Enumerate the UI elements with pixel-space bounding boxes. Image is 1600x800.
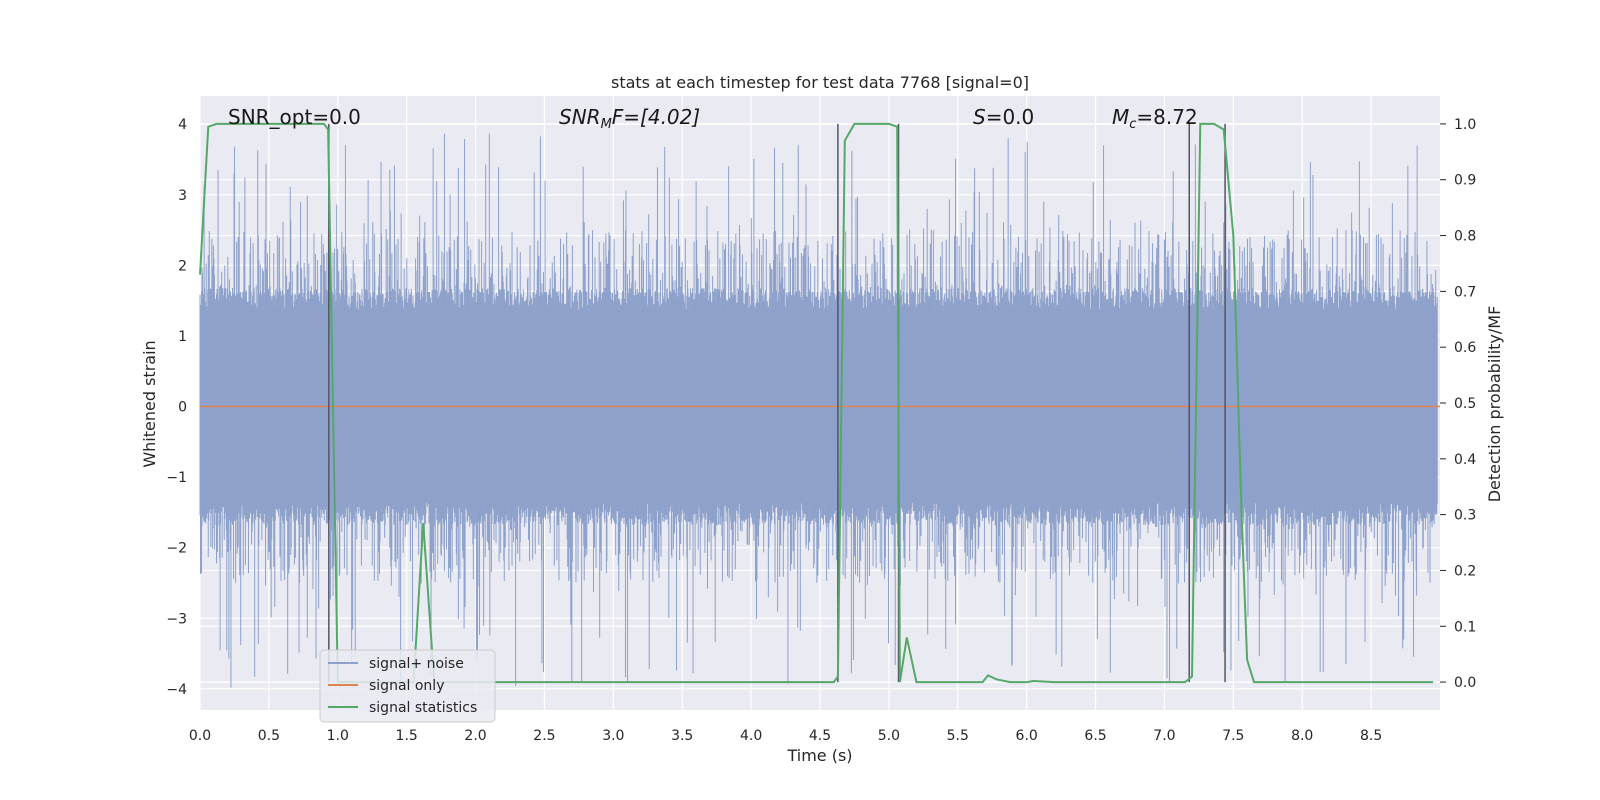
y-right-tick-10: 0.0 bbox=[1454, 675, 1476, 691]
x-tick-3: 1.5 bbox=[396, 728, 418, 744]
x-tick-9: 4.5 bbox=[809, 728, 831, 744]
annotation-s: S=0.0 bbox=[973, 105, 1034, 129]
y-tick-8: −4 bbox=[166, 682, 187, 698]
x-tick-0: 0.0 bbox=[189, 728, 211, 744]
chart-title: stats at each timestep for test data 776… bbox=[611, 73, 1029, 92]
x-axis-label: Time (s) bbox=[786, 746, 852, 765]
y-tick-6: −2 bbox=[166, 541, 187, 557]
y-right-tick-2: 0.8 bbox=[1454, 229, 1476, 245]
y-right-tick-labels: 1.0 0.9 0.8 0.7 0.6 0.5 0.4 0.3 0.2 0.1 0.0 bbox=[1440, 117, 1476, 691]
mc-rest: =8.72 bbox=[1136, 105, 1197, 129]
y-tick-2: 2 bbox=[178, 258, 187, 274]
x-tick-8: 4.0 bbox=[740, 728, 762, 744]
snr-mf-main: SNR bbox=[559, 105, 601, 129]
y-tick-0: 4 bbox=[178, 117, 187, 133]
y-tick-7: −3 bbox=[166, 611, 187, 627]
x-tick-6: 3.0 bbox=[602, 728, 624, 744]
y-right-tick-9: 0.1 bbox=[1454, 619, 1476, 635]
y-right-tick-8: 0.2 bbox=[1454, 563, 1476, 579]
x-tick-1: 0.5 bbox=[258, 728, 280, 744]
x-tick-17: 8.5 bbox=[1360, 728, 1382, 744]
signal-noise-trace bbox=[199, 133, 1438, 688]
y-tick-labels: 4 3 2 1 0 −1 −2 −3 −4 bbox=[166, 117, 187, 698]
s-rest: =0.0 bbox=[986, 105, 1035, 129]
series-signal-noise bbox=[199, 133, 1438, 688]
annotation-snr-opt: SNR_opt=0.0 bbox=[228, 105, 361, 129]
annotation-snr-mf: SNRMF=[4.02] bbox=[559, 105, 700, 132]
annotation-mc: Mc=8.72 bbox=[1112, 105, 1198, 132]
legend-box bbox=[319, 649, 496, 723]
y-tick-5: −1 bbox=[166, 470, 187, 486]
x-tick-10: 5.0 bbox=[878, 728, 900, 744]
legend: signal+ noise signal only signal statist… bbox=[319, 649, 496, 723]
x-tick-4: 2.0 bbox=[464, 728, 486, 744]
legend-label-signal-only: signal only bbox=[369, 678, 444, 694]
x-tick-7: 3.5 bbox=[671, 728, 693, 744]
x-tick-12: 6.0 bbox=[1016, 728, 1038, 744]
y-right-tick-3: 0.7 bbox=[1454, 284, 1476, 300]
s-main: S bbox=[973, 105, 986, 129]
y-right-tick-7: 0.3 bbox=[1454, 508, 1476, 524]
x-tick-14: 7.0 bbox=[1153, 728, 1175, 744]
y-tick-4: 0 bbox=[178, 400, 187, 416]
y-tick-3: 1 bbox=[178, 329, 187, 345]
y-axis-label: Whitened strain bbox=[140, 340, 159, 467]
legend-label-signal-statistics: signal statistics bbox=[369, 700, 477, 716]
y-right-tick-5: 0.5 bbox=[1454, 396, 1476, 412]
snr-mf-rest: F=[4.02] bbox=[612, 105, 700, 129]
legend-label-signal-noise: signal+ noise bbox=[369, 656, 464, 672]
x-tick-13: 6.5 bbox=[1084, 728, 1106, 744]
x-tick-16: 8.0 bbox=[1291, 728, 1313, 744]
x-tick-labels: 0.0 0.5 1.0 1.5 2.0 2.5 3.0 3.5 4.0 4.5 5.0 5.5 6.0 6… bbox=[189, 728, 1382, 744]
y-right-tick-1: 0.9 bbox=[1454, 173, 1476, 189]
x-tick-2: 1.0 bbox=[327, 728, 349, 744]
mc-sub: c bbox=[1129, 117, 1136, 132]
x-tick-11: 5.5 bbox=[947, 728, 969, 744]
x-tick-5: 2.5 bbox=[533, 728, 555, 744]
x-tick-15: 7.5 bbox=[1222, 728, 1244, 744]
snr-mf-sub: M bbox=[601, 117, 612, 132]
mc-main: M bbox=[1112, 105, 1129, 129]
y-right-tick-0: 1.0 bbox=[1454, 117, 1476, 133]
y-right-tick-6: 0.4 bbox=[1454, 452, 1476, 468]
y-tick-1: 3 bbox=[178, 188, 187, 204]
y-right-axis-label: Detection probability/MF bbox=[1485, 306, 1504, 503]
y-right-tick-4: 0.6 bbox=[1454, 340, 1476, 356]
